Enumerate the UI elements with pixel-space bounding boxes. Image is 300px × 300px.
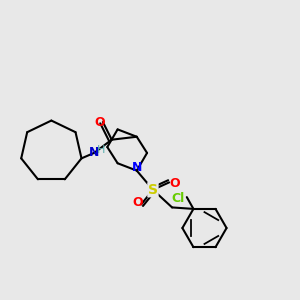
Text: Cl: Cl — [171, 192, 184, 205]
Text: O: O — [169, 177, 180, 190]
Text: O: O — [94, 116, 105, 128]
Text: N: N — [89, 146, 99, 159]
Text: H: H — [97, 145, 106, 155]
Text: N: N — [132, 161, 142, 174]
Text: O: O — [132, 196, 143, 209]
Text: S: S — [148, 183, 158, 197]
